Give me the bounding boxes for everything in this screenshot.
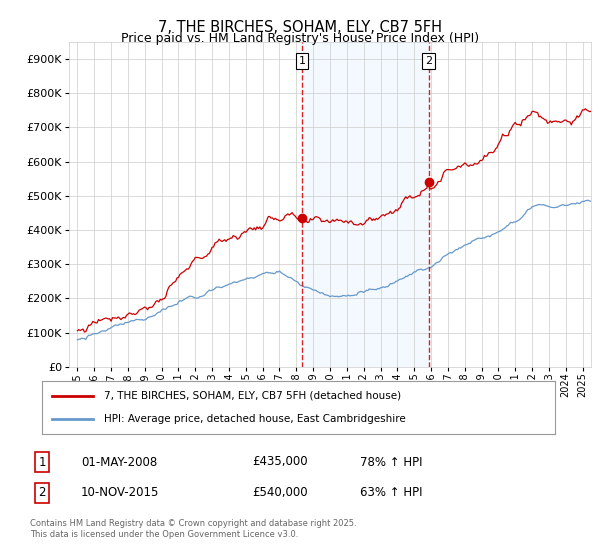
Text: 78% ↑ HPI: 78% ↑ HPI [360, 455, 422, 469]
Text: 7, THE BIRCHES, SOHAM, ELY, CB7 5FH: 7, THE BIRCHES, SOHAM, ELY, CB7 5FH [158, 20, 442, 35]
Text: 2: 2 [425, 56, 432, 66]
Text: Contains HM Land Registry data © Crown copyright and database right 2025.
This d: Contains HM Land Registry data © Crown c… [30, 520, 356, 539]
Text: 01-MAY-2008: 01-MAY-2008 [81, 455, 157, 469]
Text: 1: 1 [298, 56, 305, 66]
Text: 10-NOV-2015: 10-NOV-2015 [81, 486, 160, 500]
Bar [302, 42, 428, 367]
Text: HPI: Average price, detached house, East Cambridgeshire: HPI: Average price, detached house, East… [104, 414, 406, 424]
Text: 7, THE BIRCHES, SOHAM, ELY, CB7 5FH (detached house): 7, THE BIRCHES, SOHAM, ELY, CB7 5FH (det… [104, 391, 401, 401]
Text: 1: 1 [38, 455, 46, 469]
Text: 2: 2 [38, 486, 46, 500]
Text: £540,000: £540,000 [252, 486, 308, 500]
Text: £435,000: £435,000 [252, 455, 308, 469]
Text: 63% ↑ HPI: 63% ↑ HPI [360, 486, 422, 500]
Text: Price paid vs. HM Land Registry's House Price Index (HPI): Price paid vs. HM Land Registry's House … [121, 32, 479, 45]
